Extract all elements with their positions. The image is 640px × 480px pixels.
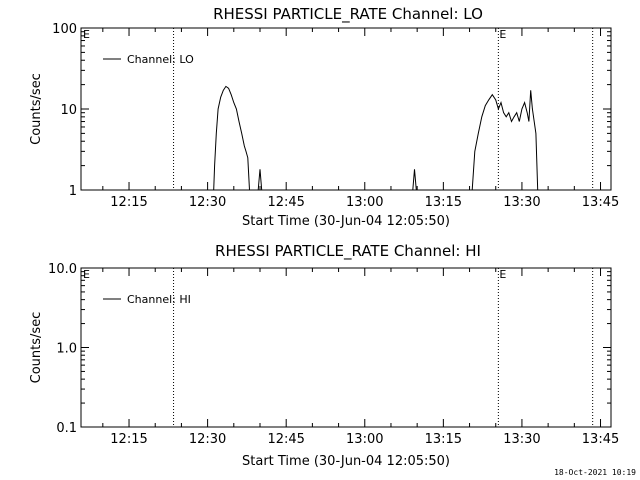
y-tick-label: 1 [69,184,77,199]
x-tick-label: 13:15 [425,195,462,210]
y-axis-label: Counts/sec [29,312,44,384]
x-tick-label: 12:30 [189,432,226,447]
x-tick-label: 12:15 [110,195,147,210]
corner-marker-label: E [83,268,90,281]
y-tick-label: 100 [52,22,77,37]
legend-label: Channel: HI [127,293,191,306]
x-tick-label: 13:30 [503,195,540,210]
x-axis-label: Start Time (30-Jun-04 12:05:50) [242,214,450,229]
x-tick-label: 13:15 [425,432,462,447]
chart-panel-1: RHESSI PARTICLE_RATE Channel: LO 12:15 12:… [29,5,619,229]
x-tick-label: 13:00 [346,432,383,447]
x-tick-label: 12:30 [189,195,226,210]
event-marker-label: E [499,28,506,41]
x-tick-label: 12:45 [267,432,304,447]
chart-panel-2: RHESSI PARTICLE_RATE Channel: HI 12:15 12:… [29,242,619,469]
x-tick-label: 12:15 [110,432,147,447]
x-axis-label: Start Time (30-Jun-04 12:05:50) [242,454,450,469]
plot-frame [81,268,611,427]
event-marker-label: E [499,268,506,281]
y-tick-label: 10.0 [48,262,77,277]
footer-timestamp: 18-Oct-2021 10:19 [554,468,636,477]
chart-title: RHESSI PARTICLE_RATE Channel: LO [213,5,483,24]
series-line [214,86,250,190]
chart-title: RHESSI PARTICLE_RATE Channel: HI [215,242,481,261]
x-tick-label: 13:30 [503,432,540,447]
x-tick-label: 13:45 [582,432,619,447]
x-tick-label: 13:45 [582,195,619,210]
y-tick-label: 0.1 [56,421,77,436]
x-tick-label: 13:00 [346,195,383,210]
y-tick-label: 1.0 [56,342,77,357]
legend-label: Channel: LO [127,53,194,66]
corner-marker-label: E [83,28,90,41]
series-line [413,169,417,190]
series-line [472,90,538,190]
y-axis-label: Counts/sec [29,73,44,145]
x-tick-label: 12:45 [267,195,304,210]
y-tick-label: 10 [60,103,77,118]
